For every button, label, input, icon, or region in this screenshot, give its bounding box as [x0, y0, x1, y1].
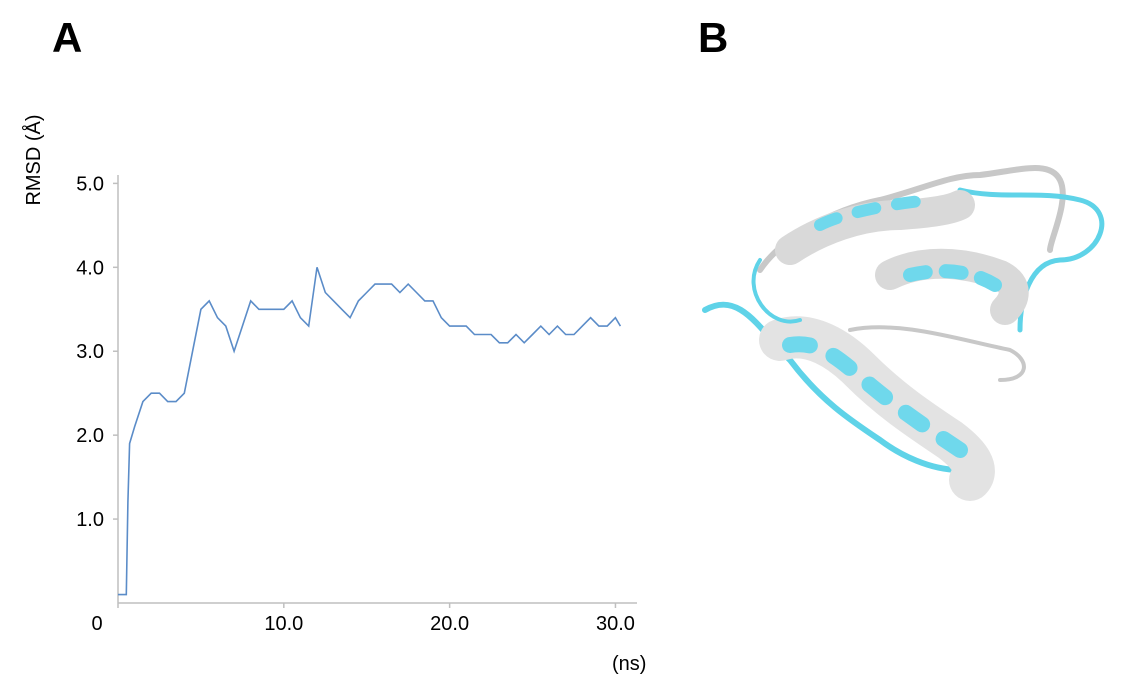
- x-tick-label: 30.0: [596, 613, 635, 635]
- x-tick-label: 20.0: [430, 613, 469, 635]
- x-tick-label: 10.0: [264, 613, 303, 635]
- panel-label: A: [52, 14, 82, 61]
- y-tick-label: 1.0: [76, 509, 104, 531]
- y-tick-label: 4.0: [76, 257, 104, 279]
- x-axis-label: (ns): [612, 653, 646, 675]
- x-tick-label: 0: [91, 613, 102, 635]
- y-tick-label: 5.0: [76, 173, 104, 195]
- data-line: [118, 267, 620, 594]
- protein-structure: [705, 168, 1102, 480]
- panel-label: B: [698, 14, 728, 61]
- y-axis-label: RMSD (Å): [22, 114, 45, 205]
- y-tick-label: 3.0: [76, 341, 104, 363]
- figure: A B RMSD (Å) (ns) 1.0 2.0 3.0 4.0 5.0 0 10.0 20…: [0, 0, 1127, 677]
- y-tick-label: 2.0: [76, 425, 104, 447]
